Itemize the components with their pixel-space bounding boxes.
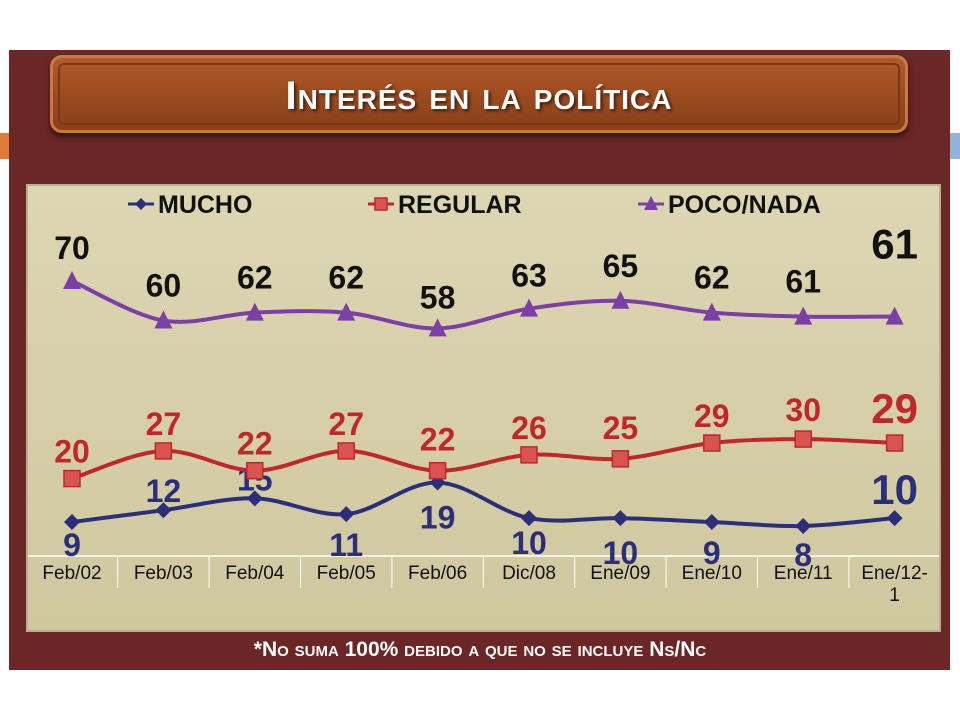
data-label: 61	[785, 264, 821, 300]
data-point	[246, 461, 264, 480]
data-label: 62	[694, 260, 730, 296]
legend-marker	[644, 196, 658, 210]
data-label: 10	[603, 535, 639, 571]
legend-marker	[374, 197, 388, 211]
x-tick-label: Feb/03	[134, 563, 193, 584]
x-tick-label: Ene/11	[774, 563, 833, 584]
data-label: 8	[794, 537, 812, 573]
x-tick-label: Dic/08	[502, 563, 556, 584]
data-point	[337, 302, 356, 321]
data-label: 20	[54, 434, 90, 470]
series-line	[71, 437, 895, 481]
data-point	[246, 490, 263, 507]
data-label: 26	[511, 410, 547, 446]
data-point	[794, 306, 813, 325]
data-point	[64, 514, 80, 531]
data-point	[245, 302, 264, 321]
data-point	[611, 290, 630, 309]
x-tick-label: Ene/12-1	[861, 563, 928, 606]
data-point	[521, 510, 537, 527]
data-label: 58	[420, 279, 456, 315]
data-point	[885, 306, 904, 325]
data-label: 62	[328, 260, 364, 296]
x-tick-label: Ene/10	[682, 563, 742, 584]
legend-label: POCO/NADA	[668, 191, 821, 219]
data-point	[337, 442, 355, 460]
data-point	[886, 510, 903, 527]
data-point	[611, 450, 630, 468]
x-tick-label: Feb/04	[225, 563, 285, 584]
data-label: 25	[603, 410, 639, 446]
legend-label: MUCHO	[158, 191, 252, 219]
data-label: 62	[237, 260, 273, 296]
data-label: 10	[511, 525, 547, 561]
data-label: 29	[694, 398, 730, 434]
footnote: *No suma 100% debido a que no se incluye…	[253, 638, 707, 661]
x-tick-label: Feb/02	[42, 563, 101, 584]
data-point	[154, 442, 173, 460]
data-label: 63	[511, 258, 547, 294]
data-label: 61	[871, 221, 918, 268]
data-label: 22	[237, 426, 273, 462]
legend-label: REGULAR	[398, 191, 522, 219]
data-label: 11	[329, 527, 363, 563]
data-label: 29	[871, 385, 918, 432]
data-label: 65	[603, 248, 639, 284]
data-label: 9	[703, 535, 721, 571]
data-point	[428, 461, 447, 480]
data-point	[155, 502, 172, 519]
data-label: 30	[785, 392, 821, 428]
data-point	[338, 506, 355, 523]
data-label: 60	[146, 268, 182, 304]
data-point	[795, 518, 812, 534]
data-point	[63, 271, 81, 289]
series-line	[71, 279, 895, 331]
data-label: 9	[63, 527, 81, 563]
data-label: 12	[146, 473, 182, 509]
data-label: 19	[420, 500, 456, 536]
accent-bar-right	[950, 133, 960, 159]
data-label: 70	[54, 230, 90, 266]
data-label: 27	[146, 406, 182, 442]
data-point	[885, 434, 904, 452]
x-tick-label: Ene/09	[590, 563, 650, 584]
data-label: 27	[328, 406, 364, 442]
x-tick-label: Feb/05	[317, 563, 376, 584]
data-point	[154, 310, 173, 329]
title-banner: Interés en la política	[50, 55, 908, 133]
accent-bar-left	[0, 133, 9, 159]
series-line	[71, 480, 895, 529]
data-point	[520, 298, 538, 317]
chart-title: Interés en la política	[285, 74, 673, 118]
data-point	[520, 446, 538, 464]
legend-marker	[135, 198, 147, 210]
data-point	[612, 510, 629, 527]
data-point	[428, 318, 447, 337]
data-point	[703, 514, 720, 531]
data-label: 22	[420, 422, 456, 458]
data-label: 10	[871, 466, 918, 513]
data-point	[702, 302, 721, 321]
data-point	[794, 430, 812, 448]
data-point	[63, 469, 81, 488]
line-chart: Feb/02 Feb/03 Feb/04 Feb/05 Feb/06 Dic/08 Ene/…	[28, 191, 939, 606]
data-point	[703, 434, 721, 452]
x-tick-label: Feb/06	[408, 563, 467, 584]
plot-panel: Feb/02 Feb/03 Feb/04 Feb/05 Feb/06 Dic/08 Ene/…	[26, 184, 941, 632]
